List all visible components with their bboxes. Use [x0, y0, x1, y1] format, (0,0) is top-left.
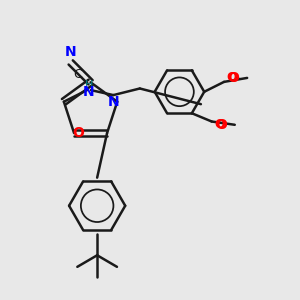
- Text: O: O: [215, 118, 227, 132]
- Text: O: O: [72, 126, 84, 140]
- Text: methoxy: methoxy: [239, 77, 245, 79]
- Text: O: O: [214, 118, 225, 131]
- Text: O: O: [227, 71, 237, 84]
- Text: N: N: [65, 45, 76, 59]
- Text: methyl: methyl: [236, 77, 241, 78]
- Text: N: N: [107, 95, 119, 109]
- Text: O: O: [227, 71, 239, 85]
- Text: C: C: [73, 68, 82, 80]
- Text: N: N: [83, 85, 94, 99]
- Text: H: H: [84, 80, 93, 90]
